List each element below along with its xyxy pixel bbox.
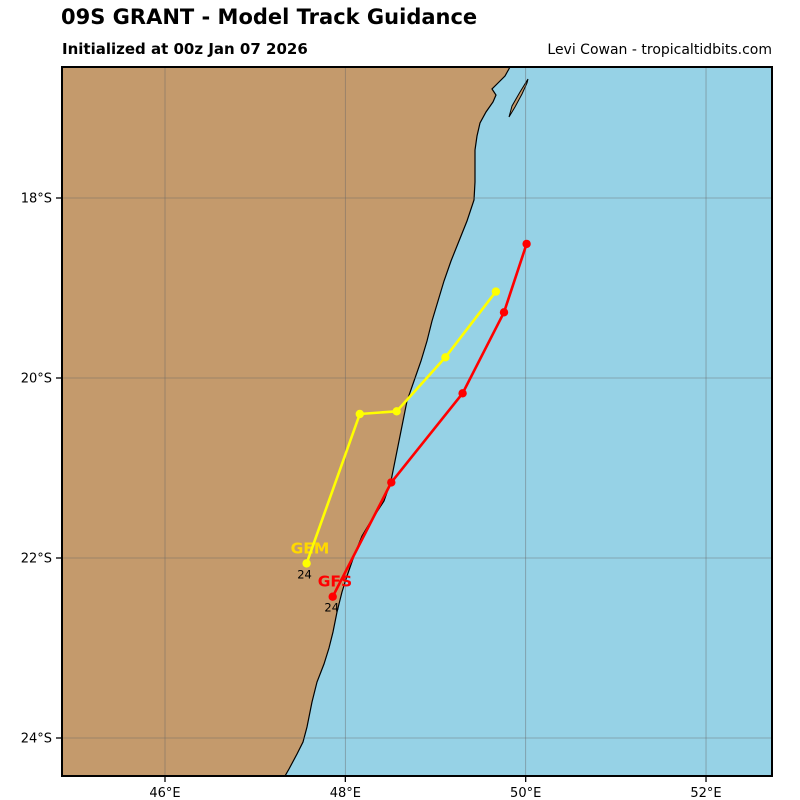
track-hour-label-gfs: 24 [324, 601, 339, 615]
track-gfs-point-2 [458, 389, 467, 398]
track-hour-label-gem: 24 [297, 567, 312, 581]
init-time-label: Initialized at 00z Jan 07 2026 [62, 40, 308, 58]
track-gem-point-3 [441, 353, 450, 362]
track-gem-point-1 [355, 409, 364, 419]
track-label-gem: GEM [291, 539, 330, 557]
track-gfs-point-0 [328, 592, 337, 601]
track-gem-point-4 [491, 287, 501, 296]
y-tick-label: 22°S [21, 552, 52, 567]
credit-label: Levi Cowan - tropicaltidbits.com [547, 42, 772, 58]
track-gfs-point-4 [522, 239, 531, 249]
x-tick-label: 50°E [510, 786, 541, 800]
x-tick-label: 52°E [690, 786, 721, 800]
track-gem-point-2 [392, 407, 401, 416]
y-tick-label: 18°S [21, 192, 52, 207]
track-gfs-point-3 [499, 308, 509, 317]
track-gfs-point-1 [387, 478, 396, 487]
x-tick-label: 46°E [149, 786, 180, 800]
track-label-gfs: GFS [318, 573, 352, 591]
x-tick-label: 48°E [330, 786, 361, 800]
track-gem-point-0 [302, 559, 311, 568]
y-tick-label: 20°S [21, 372, 52, 387]
y-tick-label: 24°S [21, 732, 52, 747]
figure-title: 09S GRANT - Model Track Guidance [61, 5, 478, 29]
plot-border [61, 66, 773, 777]
sainte-marie-island [508, 78, 529, 118]
